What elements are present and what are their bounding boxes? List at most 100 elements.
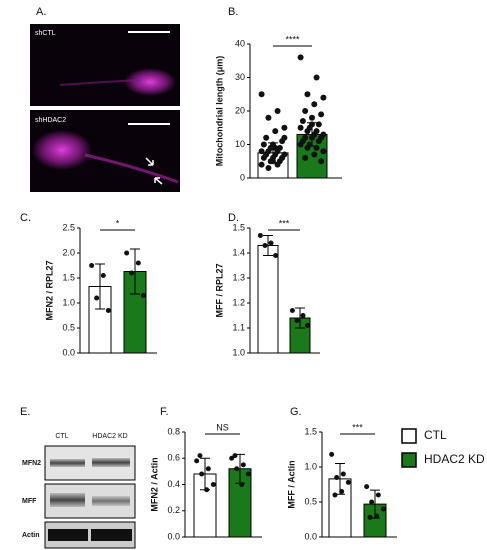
panel-label: C.: [20, 212, 31, 224]
y-tick-label: 2.0: [62, 247, 75, 257]
arrow: [145, 157, 163, 185]
data-point: [262, 243, 268, 248]
data-point: [265, 114, 272, 121]
data-point: [364, 484, 370, 490]
data-point: [302, 154, 309, 161]
y-tick-label: 1.5: [232, 222, 245, 232]
process: [59, 79, 141, 86]
data-point: [329, 451, 335, 457]
y-tick-label: 1.3: [232, 272, 245, 282]
data-point: [245, 471, 251, 477]
data-point: [340, 471, 346, 477]
data-point: [309, 114, 315, 121]
y-tick-label: 0.2: [167, 505, 180, 515]
data-point: [94, 295, 100, 301]
data-point: [320, 94, 327, 101]
data-point: [281, 134, 288, 141]
legend-label: CTL: [424, 428, 447, 442]
panel-label: B.: [228, 6, 238, 18]
y-tick-label: 1.0: [232, 347, 245, 357]
data-point: [210, 482, 216, 487]
panel-label: A.: [36, 6, 46, 18]
y-tick-label: 0.5: [304, 496, 317, 506]
y-tick-label: 0: [240, 172, 245, 182]
panel-label: G.: [290, 406, 302, 418]
significance: NS: [216, 422, 229, 432]
data-point: [297, 141, 304, 148]
cell: [32, 130, 92, 170]
caption: shHDAC2: [35, 117, 66, 124]
data-point: [140, 293, 146, 298]
data-point: [268, 240, 274, 246]
y-tick-label: 1.1: [232, 322, 245, 332]
data-point: [258, 161, 265, 168]
data-point: [273, 253, 279, 258]
data-point: [311, 151, 318, 158]
data-point: [258, 91, 265, 98]
data-point: [369, 499, 375, 505]
band: [92, 496, 130, 506]
error-bar: [263, 235, 273, 256]
y-axis-label: MFN2 / RPL27: [44, 260, 54, 320]
lane-label: CTL: [55, 433, 68, 440]
data-point: [205, 466, 211, 472]
panel-label: D.: [228, 212, 239, 224]
panel-label: E.: [20, 406, 30, 418]
data-point: [272, 144, 279, 151]
cell: [124, 68, 176, 96]
data-point: [89, 263, 95, 268]
y-tick-label: 0.0: [62, 347, 75, 357]
data-point: [305, 323, 311, 328]
error-bar: [130, 248, 140, 295]
data-point: [311, 101, 318, 108]
data-point: [318, 111, 325, 118]
data-point: [315, 121, 322, 128]
data-point: [263, 134, 270, 141]
data-point: [270, 158, 276, 165]
data-point: [124, 250, 130, 256]
data-point: [229, 455, 235, 461]
band: [50, 459, 85, 467]
data-point: [272, 128, 279, 135]
data-point: [232, 453, 238, 459]
y-axis-label: MFF / Actin: [286, 460, 296, 508]
y-tick-label: 0.8: [167, 426, 180, 436]
legend-label: HDAC2 KD: [424, 452, 485, 466]
data-point: [299, 118, 306, 125]
panel-label: F.: [160, 406, 169, 418]
row-label: MFN2: [22, 460, 41, 467]
data-point: [318, 158, 325, 165]
y-tick-label: 0.5: [62, 322, 75, 332]
data-point: [239, 482, 245, 487]
data-point: [265, 164, 272, 171]
y-tick-label: 1.5: [304, 426, 317, 436]
y-tick-label: 1.0: [62, 297, 75, 307]
y-axis-label: MFN2 / Actin: [149, 457, 159, 511]
data-point: [300, 313, 306, 318]
data-point: [332, 492, 338, 498]
process: [84, 153, 179, 184]
data-point: [204, 487, 210, 493]
y-tick-label: 0.4: [167, 479, 180, 489]
data-point: [258, 148, 265, 155]
y-tick-label: 1.4: [232, 247, 245, 257]
significance: ***: [352, 422, 363, 432]
legend-swatch: [401, 452, 417, 468]
legend-swatch: [401, 428, 417, 444]
data-point: [302, 108, 309, 114]
y-tick-label: 2.5: [62, 222, 75, 232]
y-axis-label: Mitochondrial length (μm): [214, 56, 224, 167]
data-point: [240, 462, 246, 468]
bar: [257, 245, 279, 354]
data-point: [313, 74, 320, 81]
data-point: [313, 144, 320, 151]
data-point: [367, 514, 373, 520]
caption: shCTL: [35, 30, 56, 37]
data-point: [294, 318, 300, 323]
data-point: [105, 308, 111, 313]
data-point: [260, 141, 267, 148]
y-tick-label: 1.0: [304, 461, 317, 471]
y-tick-label: 20: [235, 105, 245, 115]
data-point: [304, 91, 311, 98]
data-point: [297, 124, 304, 131]
